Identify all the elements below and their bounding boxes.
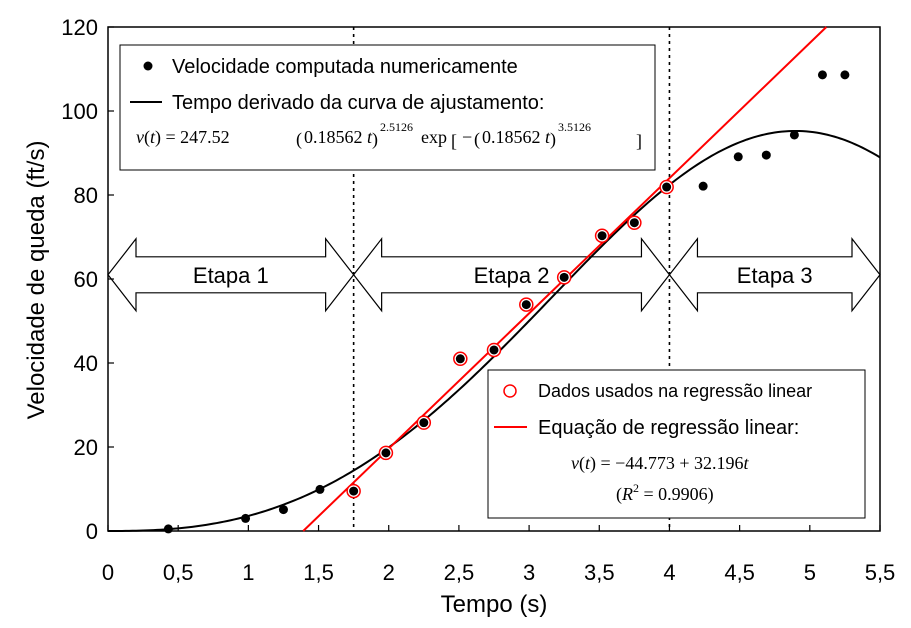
data-point bbox=[241, 513, 251, 523]
x-tick-label: 0,5 bbox=[163, 560, 194, 585]
data-point bbox=[789, 130, 799, 140]
legend-bottom: Dados usados na regressão linear Equação… bbox=[487, 369, 866, 519]
legend-red-circle-marker bbox=[503, 384, 517, 398]
data-point bbox=[817, 70, 827, 80]
y-axis-ticks: 0 20 40 60 80 100 120 bbox=[61, 15, 114, 544]
eq-part1: 0.18562 t bbox=[304, 127, 373, 147]
data-point bbox=[381, 448, 391, 458]
data-point bbox=[698, 181, 708, 191]
x-tick-label: 5,5 bbox=[865, 560, 896, 585]
legend-item-regression-eq: Equação de regressão linear: bbox=[538, 417, 799, 439]
x-tick-label: 2 bbox=[383, 560, 395, 585]
eq-bracket-open: [ bbox=[451, 131, 457, 151]
stage-label: Etapa 3 bbox=[737, 263, 813, 288]
data-point bbox=[597, 231, 607, 241]
x-tick-label: 2,5 bbox=[444, 560, 475, 585]
eq-bracket-close: ] bbox=[636, 131, 642, 151]
legend-item-regression-data: Dados usados na regressão linear bbox=[538, 381, 812, 401]
y-tick-label: 60 bbox=[74, 267, 98, 292]
stage-arrows: Etapa 1 Etapa 2 Etapa 3 bbox=[107, 237, 881, 313]
legend-bottom-box bbox=[487, 369, 866, 519]
fit-equation: v(t) = 247.52 ( 0.18562 t ) 2.5126 exp [… bbox=[136, 120, 642, 151]
eq-lhs: v(t) = 247.52 bbox=[136, 127, 230, 148]
legend-top: Velocidade computada numericamente Tempo… bbox=[119, 44, 656, 171]
y-tick-label: 100 bbox=[61, 99, 98, 124]
data-point bbox=[662, 182, 672, 192]
legend-top-box bbox=[119, 44, 656, 171]
y-axis-title: Velocidade de queda (ft/s) bbox=[23, 141, 50, 420]
data-point bbox=[163, 524, 173, 534]
y-tick-label: 80 bbox=[74, 183, 98, 208]
x-tick-label: 1 bbox=[242, 560, 254, 585]
y-tick-label: 40 bbox=[74, 351, 98, 376]
eq-paren-open-2: ( bbox=[474, 129, 480, 150]
data-point bbox=[349, 486, 359, 496]
eq-exp2: 3.5126 bbox=[558, 120, 591, 134]
data-point bbox=[455, 354, 465, 364]
eq-paren-close-1: ) bbox=[372, 129, 378, 150]
data-point bbox=[559, 272, 569, 282]
x-tick-label: 3 bbox=[523, 560, 535, 585]
x-tick-label: 1,5 bbox=[303, 560, 334, 585]
y-tick-label: 0 bbox=[86, 519, 98, 544]
legend-dot-marker bbox=[143, 61, 153, 71]
data-point bbox=[840, 70, 850, 80]
numerical-points bbox=[163, 70, 850, 534]
stage-label: Etapa 1 bbox=[193, 263, 269, 288]
x-axis-ticks: 0 0,5 1 1,5 2 2,5 3 3,5 4 4,5 5 5,5 bbox=[102, 525, 895, 585]
legend-item-fit-curve: Tempo derivado da curva de ajustamento: bbox=[172, 92, 544, 114]
regression-r2: (R2 = 0.9906) bbox=[616, 481, 714, 505]
data-point bbox=[761, 150, 771, 160]
eq-minus: − bbox=[462, 127, 472, 147]
x-tick-label: 0 bbox=[102, 560, 114, 585]
data-point bbox=[733, 152, 743, 162]
x-tick-label: 4 bbox=[663, 560, 675, 585]
data-point bbox=[489, 345, 499, 355]
data-point bbox=[419, 418, 429, 428]
y-tick-label: 120 bbox=[61, 15, 98, 40]
eq-exp-word: exp bbox=[421, 127, 447, 147]
x-axis-title: Tempo (s) bbox=[441, 591, 548, 618]
regression-equation: v(t) = −44.773 + 32.196t bbox=[571, 453, 749, 474]
x-tick-label: 3,5 bbox=[584, 560, 615, 585]
eq-paren-close-2: ) bbox=[550, 129, 556, 150]
x-tick-label: 4,5 bbox=[724, 560, 755, 585]
stage-label: Etapa 2 bbox=[474, 263, 550, 288]
data-point bbox=[629, 218, 639, 228]
data-point bbox=[315, 484, 325, 494]
data-point bbox=[521, 300, 531, 310]
x-tick-label: 5 bbox=[804, 560, 816, 585]
eq-part2: 0.18562 t bbox=[482, 127, 551, 147]
eq-paren-open-1: ( bbox=[296, 129, 302, 150]
eq-exp1: 2.5126 bbox=[380, 120, 413, 134]
y-tick-label: 20 bbox=[74, 435, 98, 460]
stage-arrow bbox=[668, 237, 881, 313]
data-point bbox=[278, 505, 288, 515]
legend-item-numerical: Velocidade computada numericamente bbox=[172, 56, 518, 78]
